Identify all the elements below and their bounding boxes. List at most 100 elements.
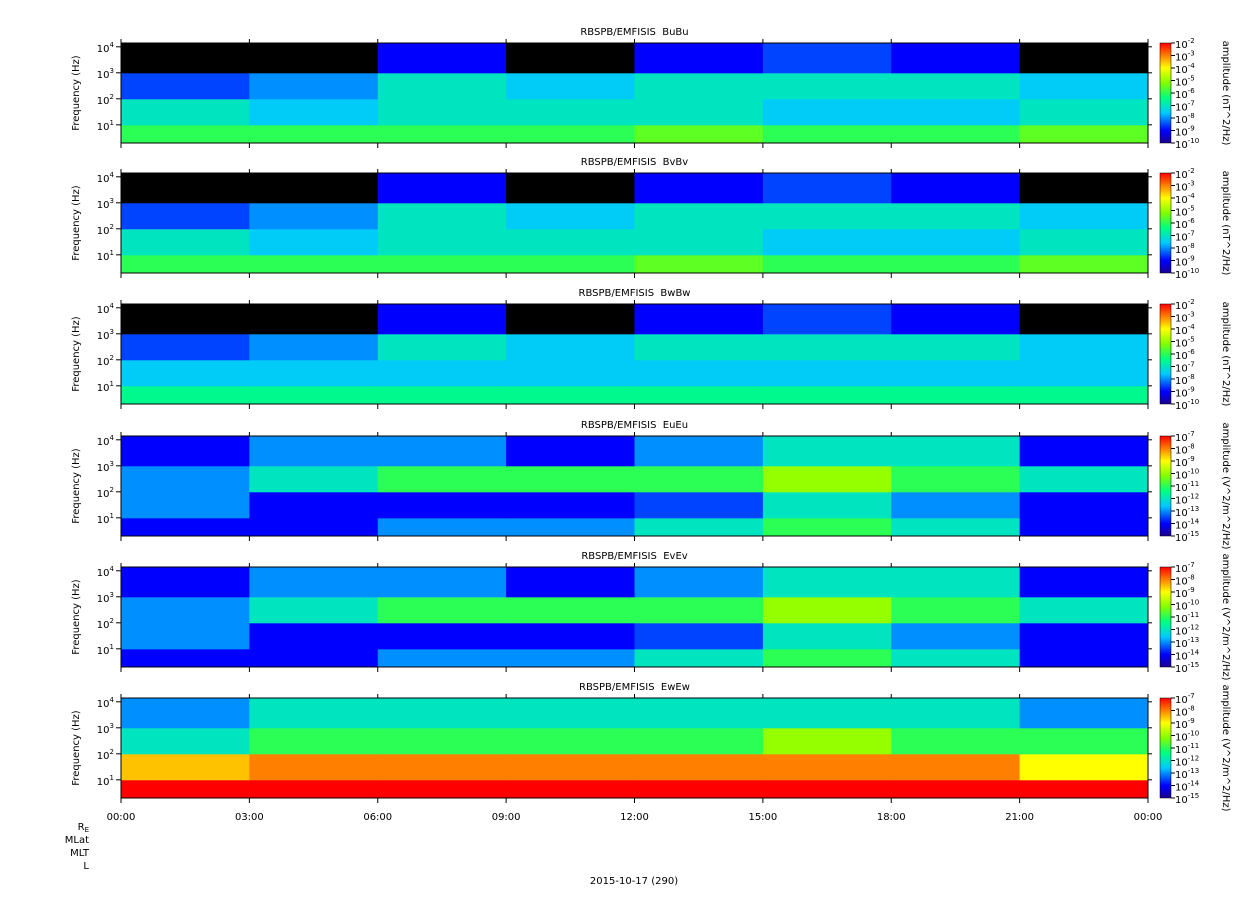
heatmap-cell [762, 648, 892, 668]
y-tick-label: 104 [97, 696, 115, 710]
heatmap-cell [377, 491, 507, 519]
heatmap-cell [1019, 359, 1149, 387]
heatmap-cell [377, 698, 507, 729]
heatmap-cell [506, 596, 635, 624]
heatmap-cell [506, 72, 635, 100]
colorbar-label: amplitude (V^2/m^2/Hz) [1220, 684, 1231, 811]
heatmap-cell [762, 304, 892, 335]
heatmap-cell [506, 333, 635, 361]
y-tick-label: 102 [97, 486, 114, 500]
heatmap-cell [121, 359, 250, 387]
heatmap-cell [121, 385, 250, 405]
x-tick-label: 03:00 [235, 812, 264, 823]
y-tick-label: 102 [97, 748, 114, 762]
heatmap-cell [1019, 98, 1149, 126]
y-tick-label: 103 [97, 722, 114, 736]
heatmap-cell [762, 333, 892, 361]
heatmap-cell [249, 567, 379, 598]
y-axis-label: Frequency (Hz) [71, 185, 82, 261]
heatmap-cell [121, 622, 250, 650]
heatmap-cell [891, 436, 1021, 467]
heatmap-cell [762, 173, 892, 204]
heatmap-cell [506, 385, 635, 405]
heatmap-cell [506, 517, 635, 537]
heatmap-cell [249, 622, 379, 650]
colorbar-tick-label: 10-15 [1175, 792, 1199, 806]
heatmap-cell [249, 173, 379, 204]
heatmap-cell [634, 465, 764, 493]
heatmap-cell [762, 43, 892, 74]
heatmap-cell [1019, 254, 1149, 274]
heatmap-cell [891, 596, 1021, 624]
heatmap-cell [762, 98, 892, 126]
heatmap-cell [1019, 698, 1149, 729]
heatmap-cell [634, 124, 764, 144]
y-tick-label: 101 [97, 643, 114, 657]
heatmap-cell [634, 304, 764, 335]
ephemeris-label: L [83, 861, 89, 872]
heatmap-cell [249, 753, 379, 781]
heatmap-cell [506, 648, 635, 668]
heatmap-cell [891, 304, 1021, 335]
heatmap-cell [762, 596, 892, 624]
heatmap-cell [121, 779, 250, 799]
y-axis-label: Frequency (Hz) [71, 710, 82, 786]
heatmap-cell [1019, 491, 1149, 519]
heatmap-cell [377, 622, 507, 650]
colorbar-tick-label: 10-15 [1175, 530, 1199, 544]
heatmap-cell [506, 98, 635, 126]
x-tick-label: 00:00 [107, 812, 136, 823]
heatmap-cell [377, 333, 507, 361]
heatmap-cell [891, 43, 1021, 74]
heatmap-cell [891, 491, 1021, 519]
heatmap-cell [121, 173, 250, 204]
y-tick-label: 104 [97, 434, 115, 448]
heatmap-cell [377, 202, 507, 230]
heatmap-cell [249, 202, 379, 230]
heatmap-cell [377, 43, 507, 74]
heatmap-cell [634, 753, 764, 781]
heatmap-cell [121, 254, 250, 274]
colorbar-tick-label: 10-10 [1175, 137, 1199, 151]
heatmap-cell [249, 517, 379, 537]
heatmap-cell [506, 465, 635, 493]
heatmap-cell [891, 228, 1021, 256]
heatmap-cell [1019, 727, 1149, 755]
heatmap-cell [891, 517, 1021, 537]
heatmap-cell [634, 98, 764, 126]
heatmap-cell [249, 596, 379, 624]
heatmap-cell [891, 333, 1021, 361]
heatmap-cell [891, 72, 1021, 100]
heatmap-cell [762, 72, 892, 100]
heatmap-cell [634, 333, 764, 361]
y-tick-label: 103 [97, 197, 114, 211]
heatmap-cell [506, 359, 635, 387]
heatmap-cell [891, 753, 1021, 781]
heatmap-cell [249, 648, 379, 668]
heatmap-cell [762, 753, 892, 781]
heatmap-cell [121, 436, 250, 467]
heatmap-cell [506, 491, 635, 519]
heatmap-cell [762, 622, 892, 650]
heatmap-cell [121, 98, 250, 126]
colorbar-label: amplitude (V^2/m^2/Hz) [1220, 553, 1231, 680]
heatmap-cell [377, 304, 507, 335]
heatmap-cell [1019, 228, 1149, 256]
heatmap-cell [762, 491, 892, 519]
heatmap-cell [891, 727, 1021, 755]
y-tick-label: 103 [97, 67, 114, 81]
heatmap-cell [377, 779, 507, 799]
x-tick-label: 21:00 [1005, 812, 1034, 823]
heatmap-cell [891, 173, 1021, 204]
heatmap-cell [1019, 779, 1149, 799]
heatmap-cell [634, 648, 764, 668]
heatmap-cell [634, 622, 764, 650]
heatmap-cell [634, 567, 764, 598]
heatmap-cell [121, 304, 250, 335]
heatmap-cell [634, 727, 764, 755]
heatmap-cell [634, 385, 764, 405]
date-label: 2015-10-17 (290) [590, 876, 678, 887]
heatmap-cell [1019, 648, 1149, 668]
heatmap-cell [1019, 567, 1149, 598]
x-tick-label: 09:00 [492, 812, 521, 823]
